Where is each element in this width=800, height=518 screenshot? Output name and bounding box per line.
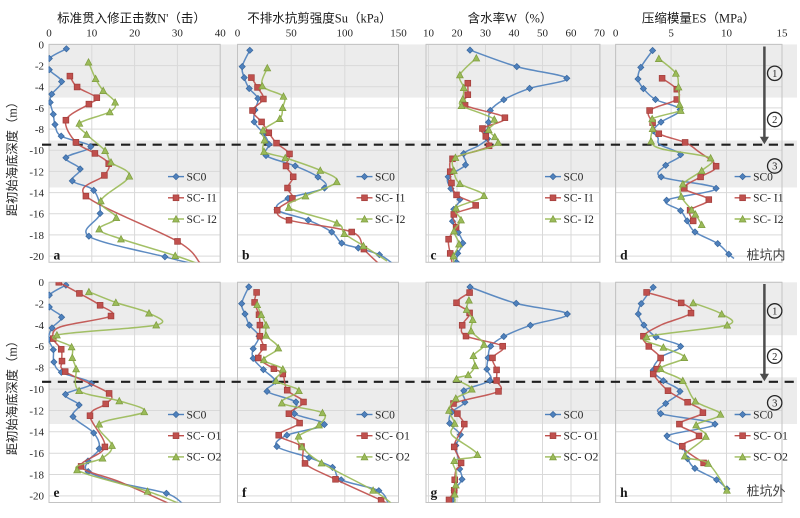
- svg-text:0: 0: [39, 277, 45, 289]
- svg-text:-12: -12: [29, 166, 44, 178]
- svg-text:SC- O1: SC- O1: [753, 431, 788, 443]
- svg-text:3: 3: [772, 162, 777, 173]
- svg-text:-14: -14: [29, 188, 44, 200]
- svg-text:SC0: SC0: [564, 409, 584, 421]
- svg-text:距初始海底深度（m）: 距初始海底深度（m）: [5, 335, 20, 455]
- svg-text:e: e: [54, 485, 60, 500]
- svg-text:标准贯入修正击数N'（击）: 标准贯入修正击数N'（击）: [57, 11, 206, 26]
- svg-text:15: 15: [777, 28, 789, 40]
- svg-text:-14: -14: [29, 427, 44, 439]
- svg-text:SC0: SC0: [375, 409, 395, 421]
- svg-text:SC- O1: SC- O1: [375, 431, 410, 443]
- svg-text:50: 50: [286, 28, 298, 40]
- svg-text:SC- O2: SC- O2: [564, 452, 599, 464]
- svg-text:30: 30: [172, 28, 184, 40]
- svg-text:-20: -20: [29, 251, 44, 263]
- svg-text:40: 40: [215, 28, 227, 40]
- svg-text:1: 1: [772, 69, 777, 80]
- svg-text:0: 0: [235, 28, 241, 40]
- svg-text:3: 3: [772, 398, 777, 409]
- svg-text:10: 10: [86, 28, 98, 40]
- svg-text:SC- I1: SC- I1: [753, 193, 784, 205]
- svg-text:-8: -8: [35, 124, 45, 136]
- svg-text:2: 2: [772, 115, 777, 126]
- svg-text:h: h: [620, 485, 628, 500]
- svg-text:-2: -2: [35, 61, 44, 73]
- svg-text:-2: -2: [35, 299, 44, 311]
- svg-text:SC- O1: SC- O1: [187, 431, 222, 443]
- svg-text:-12: -12: [29, 405, 44, 417]
- svg-text:-20: -20: [29, 491, 44, 503]
- svg-text:b: b: [242, 247, 250, 262]
- svg-text:SC0: SC0: [753, 409, 773, 421]
- svg-text:-18: -18: [29, 469, 44, 481]
- svg-text:-6: -6: [35, 341, 45, 353]
- svg-text:SC- I1: SC- I1: [187, 193, 218, 205]
- svg-text:0: 0: [613, 28, 619, 40]
- svg-text:20: 20: [452, 28, 464, 40]
- svg-text:SC- I1: SC- I1: [564, 193, 595, 205]
- svg-text:-4: -4: [35, 82, 45, 94]
- svg-text:SC- O2: SC- O2: [753, 452, 788, 464]
- svg-text:70: 70: [594, 28, 606, 40]
- svg-text:100: 100: [337, 28, 354, 40]
- svg-text:50: 50: [537, 28, 549, 40]
- svg-text:c: c: [431, 247, 437, 262]
- svg-text:30: 30: [480, 28, 492, 40]
- svg-text:SC0: SC0: [753, 171, 773, 183]
- svg-text:0: 0: [46, 28, 52, 40]
- svg-text:SC- I2: SC- I2: [564, 214, 595, 226]
- svg-text:SC0: SC0: [375, 171, 395, 183]
- svg-text:f: f: [242, 485, 247, 500]
- svg-text:桩坑外: 桩坑外: [746, 484, 785, 499]
- svg-text:1: 1: [772, 307, 777, 318]
- svg-text:-16: -16: [29, 448, 44, 460]
- svg-text:10: 10: [721, 28, 733, 40]
- svg-text:SC- I2: SC- I2: [375, 214, 406, 226]
- svg-text:SC- I2: SC- I2: [187, 214, 218, 226]
- svg-text:-4: -4: [35, 320, 45, 332]
- svg-text:10: 10: [423, 28, 435, 40]
- svg-text:SC- O2: SC- O2: [375, 452, 410, 464]
- svg-text:d: d: [620, 247, 628, 262]
- svg-text:40: 40: [509, 28, 521, 40]
- svg-text:5: 5: [668, 28, 674, 40]
- svg-text:桩坑内: 桩坑内: [746, 248, 785, 263]
- svg-text:SC0: SC0: [187, 171, 207, 183]
- svg-text:不排水抗剪强度Su（kPa）: 不排水抗剪强度Su（kPa）: [247, 11, 391, 26]
- svg-text:SC0: SC0: [187, 409, 207, 421]
- svg-text:20: 20: [129, 28, 141, 40]
- svg-text:g: g: [431, 485, 438, 500]
- svg-text:SC0: SC0: [564, 171, 584, 183]
- svg-text:SC- I1: SC- I1: [375, 193, 406, 205]
- svg-text:150: 150: [390, 28, 407, 40]
- svg-text:60: 60: [566, 28, 578, 40]
- svg-text:SC- I2: SC- I2: [753, 214, 784, 226]
- svg-text:0: 0: [39, 39, 45, 51]
- svg-text:-10: -10: [29, 384, 44, 396]
- svg-text:含水率W（%）: 含水率W（%）: [468, 11, 553, 26]
- svg-text:a: a: [54, 247, 61, 262]
- svg-text:-18: -18: [29, 230, 44, 242]
- svg-text:-16: -16: [29, 209, 44, 221]
- svg-text:压缩模量ES（MPa）: 压缩模量ES（MPa）: [642, 11, 755, 26]
- svg-text:SC- O1: SC- O1: [564, 431, 599, 443]
- svg-text:SC- O2: SC- O2: [187, 452, 222, 464]
- svg-text:-8: -8: [35, 363, 45, 375]
- svg-text:-6: -6: [35, 103, 45, 115]
- svg-text:距初始海底深度（m）: 距初始海底深度（m）: [5, 96, 20, 216]
- svg-text:2: 2: [772, 352, 777, 363]
- svg-text:-10: -10: [29, 145, 44, 157]
